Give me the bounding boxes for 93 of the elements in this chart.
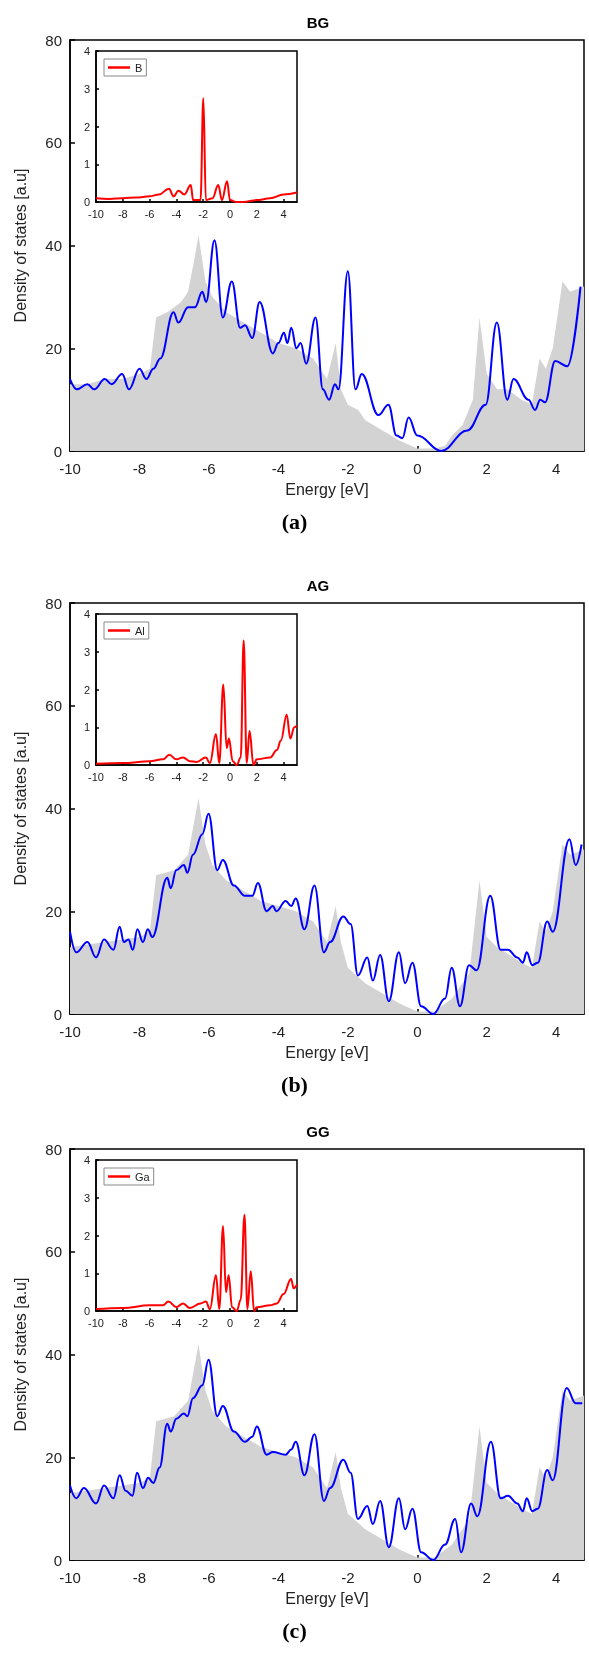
y-tick-label: 80 [45,31,62,49]
x-tick-label: -4 [171,770,182,783]
x-tick-label: 4 [280,770,287,783]
x-tick-label: -10 [88,1316,104,1329]
x-tick-label: 4 [552,460,561,477]
x-tick-label: -2 [341,1023,355,1040]
text: (c) [282,1617,307,1643]
y-tick-label: 3 [83,1191,90,1204]
y-tick-label: 0 [53,442,62,460]
x-tick-label: -6 [144,770,155,783]
x-tick-label: -6 [144,1316,155,1329]
x-axis-title: Energy [eV] [285,1043,369,1061]
x-tick-label: 2 [482,460,491,477]
x-tick-label: 2 [253,1316,260,1329]
x-tick-label: 2 [253,770,260,783]
x-tick-label: 0 [413,460,422,477]
x-tick-label: -10 [88,770,104,783]
y-tick-label: 2 [83,120,90,133]
x-tick-label: 4 [552,1569,561,1586]
x-tick-label: -10 [88,207,104,220]
x-tick-label: -8 [117,1316,128,1329]
y-tick-label: 4 [83,608,90,620]
x-tick-label: 0 [413,1569,422,1586]
legend-label: Al [135,624,145,637]
x-tick-label: -4 [171,1316,182,1329]
x-tick-label: -6 [202,1569,216,1586]
x-tick-label: -10 [59,1569,81,1586]
y-tick-label: 40 [45,1346,62,1363]
y-tick-label: 1 [83,1267,90,1280]
chart-title: BG [306,14,330,31]
x-tick-label: -6 [202,1023,216,1040]
y-tick-label: 2 [83,1229,90,1242]
x-tick-label: -4 [271,1569,286,1586]
y-axis-title: Density of states [a.u] [11,1277,29,1432]
x-axis-title: Energy [eV] [285,480,369,498]
x-tick-label: -2 [198,1316,209,1329]
x-tick-label: -6 [144,207,155,220]
y-tick-label: 60 [45,1243,62,1261]
x-tick-label: -8 [117,770,128,783]
y-tick-label: 0 [83,196,90,208]
y-tick-label: 4 [83,1154,90,1166]
chart-title: GG [306,1123,330,1140]
x-tick-label: 4 [280,1316,287,1329]
y-axis-title: Density of states [a.u] [11,731,29,886]
y-tick-label: 0 [53,1005,62,1023]
x-tick-label: -4 [271,460,286,477]
x-tick-label: 0 [226,1316,234,1329]
legend-label: Ga [135,1170,151,1183]
x-tick-label: 2 [482,1569,491,1586]
x-tick-label: -2 [198,207,209,220]
x-tick-label: -6 [202,460,216,477]
y-tick-label: 0 [83,1305,90,1317]
x-tick-label: 2 [253,207,260,220]
x-tick-label: -4 [271,1023,286,1040]
y-tick-label: 0 [83,759,90,771]
x-tick-label: 2 [482,1023,491,1040]
x-axis-title: Energy [eV] [285,1589,369,1607]
y-tick-label: 1 [83,721,90,734]
y-tick-label: 20 [45,339,62,357]
x-tick-label: -10 [59,460,81,477]
chart-title: AG [306,577,330,594]
y-tick-label: 40 [45,800,62,817]
y-tick-label: 4 [83,45,90,57]
x-tick-label: -8 [117,207,128,220]
y-tick-label: 2 [83,683,90,696]
text: (b) [281,1071,308,1097]
y-tick-label: 1 [83,158,90,171]
y-tick-label: 60 [45,697,62,715]
y-tick-label: 20 [45,902,62,920]
y-tick-label: 80 [45,1140,62,1158]
x-tick-label: -8 [132,1569,147,1586]
x-tick-label: 4 [552,1023,561,1040]
x-tick-label: -8 [132,1023,147,1040]
text: (a) [281,508,308,534]
y-tick-label: 80 [45,594,62,612]
x-tick-label: 0 [413,1023,422,1040]
y-tick-label: 3 [83,645,90,658]
y-tick-label: 40 [45,237,62,254]
y-tick-label: 3 [83,82,90,95]
legend-label: B [135,61,143,74]
y-tick-label: 60 [45,134,62,152]
x-tick-label: -2 [341,460,355,477]
y-tick-label: 20 [45,1448,62,1466]
x-tick-label: -2 [341,1569,355,1586]
x-tick-label: 0 [226,770,234,783]
y-tick-label: 0 [53,1551,62,1569]
x-tick-label: -8 [132,460,147,477]
x-tick-label: -10 [59,1023,81,1040]
x-tick-label: -4 [171,207,182,220]
x-tick-label: -2 [198,770,209,783]
y-axis-title: Density of states [a.u] [11,168,29,323]
x-tick-label: 0 [226,207,234,220]
x-tick-label: 4 [280,207,287,220]
